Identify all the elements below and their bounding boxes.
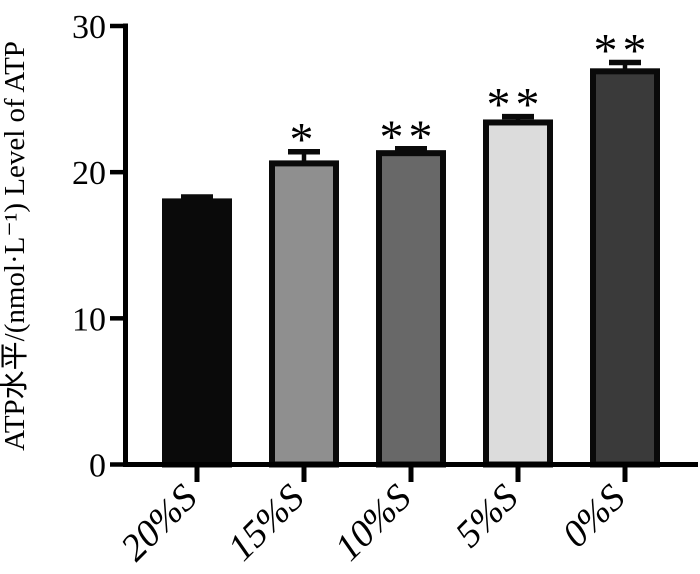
significance-marker: * [290,114,319,167]
bar [590,68,660,468]
significance-marker: ** [594,25,652,78]
y-tick-label: 0 [89,448,106,485]
bar [269,160,339,468]
bar [376,150,446,468]
y-tick-label: 10 [72,301,106,338]
significance-marker: ** [380,111,438,164]
y-axis-title: ATP水平/(nmol·L⁻¹) Level of ATP [0,41,31,451]
y-tick-label: 20 [72,155,106,192]
significance-marker: ** [487,79,545,132]
bar [162,198,232,468]
bar [483,119,553,468]
y-tick-label: 30 [72,9,106,46]
